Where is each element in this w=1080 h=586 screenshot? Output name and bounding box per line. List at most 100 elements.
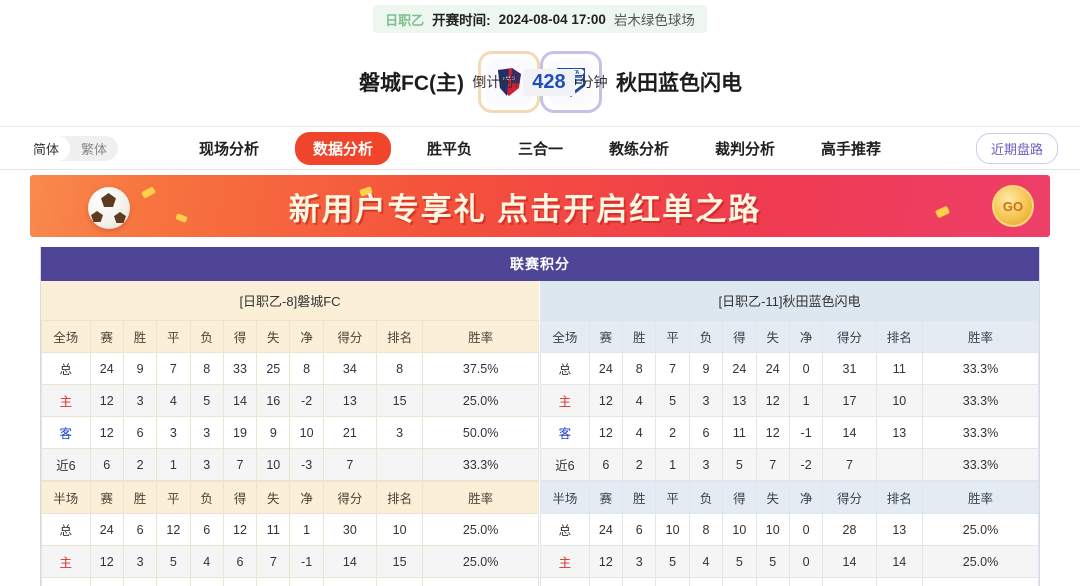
lang-simplified[interactable]: 简体 — [22, 135, 71, 161]
cell-played: 12 — [89, 545, 124, 578]
table-row: 主 12 3 5 4 6 7 -1 14 15 25.0% — [41, 545, 539, 578]
cell-goals-against: 10 — [755, 513, 790, 546]
row-scope-label: 总 — [540, 513, 590, 546]
league-standings-panel: 联赛积分 [日职乙-8]磐城FC 全场 赛 胜 平 负 得 失 净 得分 排名 … — [40, 247, 1040, 586]
cell-draw: 5 — [655, 545, 690, 578]
cell-rank — [875, 448, 923, 481]
cell-loss: 6 — [688, 416, 724, 449]
row-scope-label: 主 — [540, 545, 590, 578]
cell-win: 3 — [122, 545, 158, 578]
cell-goals-for: 12 — [222, 513, 258, 546]
away-standings-title: [日职乙-11]秋田蓝色闪电 — [540, 281, 1039, 320]
home-team-block[interactable]: 磐城FC(主) IWAKI — [40, 51, 540, 113]
cell-goals-against: 10 — [256, 448, 291, 481]
cell-points: 28 — [822, 513, 877, 546]
cell-goal-diff: 0 — [788, 577, 824, 586]
promo-banner[interactable]: 新用户专享礼 点击开启红单之路 GO — [30, 175, 1050, 237]
table-row: 总 24 6 10 8 10 10 0 28 13 25.0% — [540, 513, 1040, 546]
countdown-label: 倒计时: — [472, 74, 519, 90]
tab-coach-analysis[interactable]: 教练分析 — [609, 140, 670, 158]
cell-rank: 13 — [875, 416, 923, 449]
tab-three-in-one[interactable]: 三合一 — [517, 140, 563, 158]
cell-win-rate: 25.0% — [921, 577, 1040, 586]
banner-go-button[interactable]: GO — [992, 185, 1034, 227]
cell-goals-for: 13 — [722, 384, 757, 417]
cell-played: 12 — [588, 577, 624, 586]
cell-loss: 5 — [189, 384, 224, 417]
league-tag: 日职乙 — [385, 12, 425, 28]
cell-rank: 9 — [875, 577, 923, 586]
col-points: 得分 — [822, 481, 877, 514]
cell-draw: 4 — [156, 384, 191, 417]
row-scope-label: 近6 — [540, 448, 590, 481]
tab-expert-picks[interactable]: 高手推荐 — [821, 140, 882, 158]
cell-played: 12 — [89, 416, 124, 449]
away-standings-side: [日职乙-11]秋田蓝色闪电 全场 赛 胜 平 负 得 失 净 得分 排名 胜率… — [540, 281, 1040, 586]
col-goal-diff: 净 — [788, 320, 824, 353]
col-goal-diff: 净 — [788, 481, 824, 514]
cell-goals-against: 5 — [755, 577, 790, 586]
cell-played: 12 — [89, 384, 124, 417]
cell-goals-against: 11 — [256, 513, 291, 546]
cell-win: 3 — [622, 577, 657, 586]
tab-live-analysis[interactable]: 现场分析 — [198, 140, 259, 158]
cell-loss: 4 — [688, 545, 724, 578]
cell-goal-diff: -1 — [788, 416, 824, 449]
col-scope: 半场 — [540, 481, 590, 514]
cell-draw: 7 — [156, 352, 191, 385]
table-row: 客 12 6 3 3 19 9 10 21 3 50.0% — [41, 416, 539, 449]
cell-win: 6 — [122, 416, 158, 449]
nav-tabs: 现场分析 数据分析 胜平负 三合一 教练分析 裁判分析 高手推荐 — [0, 131, 1080, 165]
cell-draw: 7 — [655, 352, 690, 385]
cell-draw: 5 — [156, 545, 191, 578]
kickoff-time: 2024-08-04 17:00 — [498, 11, 606, 27]
col-win-rate: 胜率 — [422, 320, 539, 353]
cell-win: 3 — [122, 577, 158, 586]
col-loss: 负 — [189, 320, 224, 353]
col-win: 胜 — [122, 320, 158, 353]
col-win-rate: 胜率 — [921, 481, 1040, 514]
navigation-bar: 简体 繁体 现场分析 数据分析 胜平负 三合一 教练分析 裁判分析 高手推荐 近… — [0, 126, 1080, 170]
table-row: 客1237264216425.0% — [41, 577, 539, 586]
table-header-row: 全场 赛 胜 平 负 得 失 净 得分 排名 胜率 — [41, 320, 539, 353]
away-halftime-table: 半场 赛 胜 平 负 得 失 净 得分 排名 胜率 总 24 6 10 8 10 10 0 28… — [540, 481, 1040, 586]
table-row: 总 24 8 7 9 24 24 0 31 11 33.3% — [540, 352, 1040, 385]
lang-traditional[interactable]: 繁体 — [81, 141, 108, 157]
cell-played: 6 — [89, 448, 124, 481]
cell-win: 4 — [622, 416, 657, 449]
cell-win: 2 — [122, 448, 158, 481]
cell-rank — [375, 448, 424, 481]
cell-goals-against: 7 — [755, 448, 790, 481]
cell-goals-for: 5 — [722, 577, 757, 586]
col-scope: 全场 — [41, 320, 91, 353]
table-row: 近6 6 2 1 3 7 10 -3 7 33.3% — [41, 448, 539, 481]
table-row: 客 12 4 2 6 11 12 -1 14 13 33.3% — [540, 416, 1040, 449]
col-goals-against: 失 — [256, 481, 291, 514]
cell-win-rate: 33.3% — [921, 384, 1040, 417]
tab-data-analysis[interactable]: 数据分析 — [294, 131, 391, 165]
cell-win-rate: 33.3% — [921, 352, 1040, 385]
language-toggle[interactable]: 简体 繁体 — [22, 135, 119, 161]
home-fulltime-table: 全场 赛 胜 平 负 得 失 净 得分 排名 胜率 总 24 9 7 8 33 25 8 34 8… — [41, 320, 539, 481]
cell-goal-diff: 0 — [788, 352, 824, 385]
teams-row: 磐城FC(主) IWAKI 倒计时: 428 分钟 — [0, 38, 1080, 126]
cell-loss: 3 — [189, 448, 224, 481]
cell-win: 8 — [622, 352, 657, 385]
col-goals-for: 得 — [722, 481, 757, 514]
recent-odds-button[interactable]: 近期盘路 — [975, 132, 1058, 164]
cell-goal-diff: 1 — [289, 513, 324, 546]
cell-rank: 10 — [375, 513, 424, 546]
tab-referee-analysis[interactable]: 裁判分析 — [715, 140, 776, 158]
row-scope-label: 客 — [540, 416, 590, 449]
cell-rank: 15 — [375, 384, 424, 417]
table-row: 总 24 6 12 6 12 11 1 30 10 25.0% — [41, 513, 539, 546]
cell-rank: 14 — [875, 545, 923, 578]
panel-title: 联赛积分 — [41, 247, 1039, 281]
cell-win-rate: 25.0% — [422, 513, 539, 546]
col-rank: 排名 — [875, 320, 923, 353]
cell-loss: 3 — [189, 416, 224, 449]
cell-win-rate: 50.0% — [422, 416, 539, 449]
col-draw: 平 — [156, 481, 191, 514]
tab-win-draw-lose[interactable]: 胜平负 — [426, 140, 472, 158]
away-team-block[interactable]: AKITA BLAUBLITZ 秋田蓝色闪电 — [540, 51, 1040, 113]
